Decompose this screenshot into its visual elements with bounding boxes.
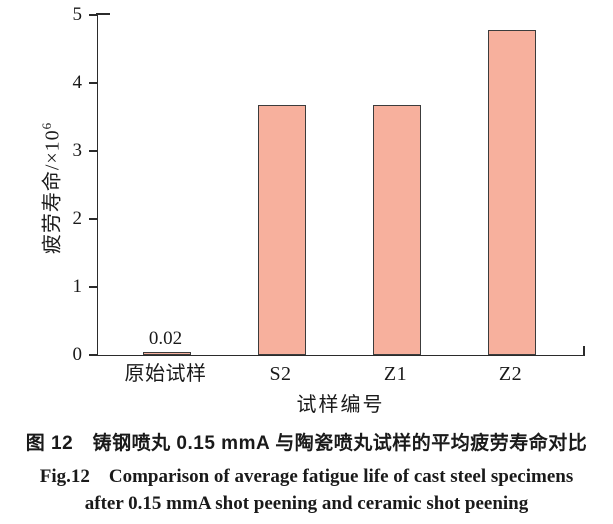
y-axis-tick — [88, 354, 97, 356]
y-axis-title-exponent: 6 — [38, 121, 54, 130]
y-axis-tick — [88, 82, 97, 84]
y-axis-tick — [88, 286, 97, 288]
plot-area: 0 1 2 3 4 5 原始试样 0.02 S2 Z1 Z2 — [73, 4, 585, 385]
y-tick-label: 5 — [72, 4, 83, 25]
caption-english-1: Fig.12 Comparison of average fatigue lif… — [39, 466, 574, 487]
y-axis-tick — [88, 150, 97, 152]
caption-chinese: 图 12 铸钢喷丸 0.15 mmA 与陶瓷喷丸试样的平均疲劳寿命对比 — [25, 433, 588, 454]
x-category-label: Z2 — [498, 363, 523, 385]
x-axis-title: 试样编号 — [296, 394, 385, 416]
bar — [372, 104, 421, 355]
y-tick-label: 3 — [72, 140, 83, 161]
y-axis-top-cap — [96, 13, 111, 15]
y-axis-tick — [88, 218, 97, 220]
y-tick-label: 4 — [72, 72, 83, 93]
y-tick-label: 0 — [72, 344, 83, 365]
y-axis-title: 疲劳寿命/×106 — [36, 122, 65, 254]
y-tick-label: 1 — [72, 276, 83, 297]
bar-value-label: 0.02 — [148, 327, 183, 349]
bar — [257, 104, 306, 355]
x-category-label: 原始试样 — [124, 363, 207, 385]
bar — [487, 30, 536, 355]
y-axis-tick — [88, 14, 97, 16]
y-axis-title-text: 疲劳寿命/×10 — [41, 129, 64, 255]
x-axis-end-tick — [583, 346, 585, 355]
y-tick-label: 2 — [72, 208, 83, 229]
x-category-label: Z1 — [383, 363, 408, 385]
x-category-label: S2 — [269, 363, 292, 385]
caption-english-2: after 0.15 mmA shot peening and ceramic … — [84, 493, 529, 514]
bar — [142, 351, 191, 355]
